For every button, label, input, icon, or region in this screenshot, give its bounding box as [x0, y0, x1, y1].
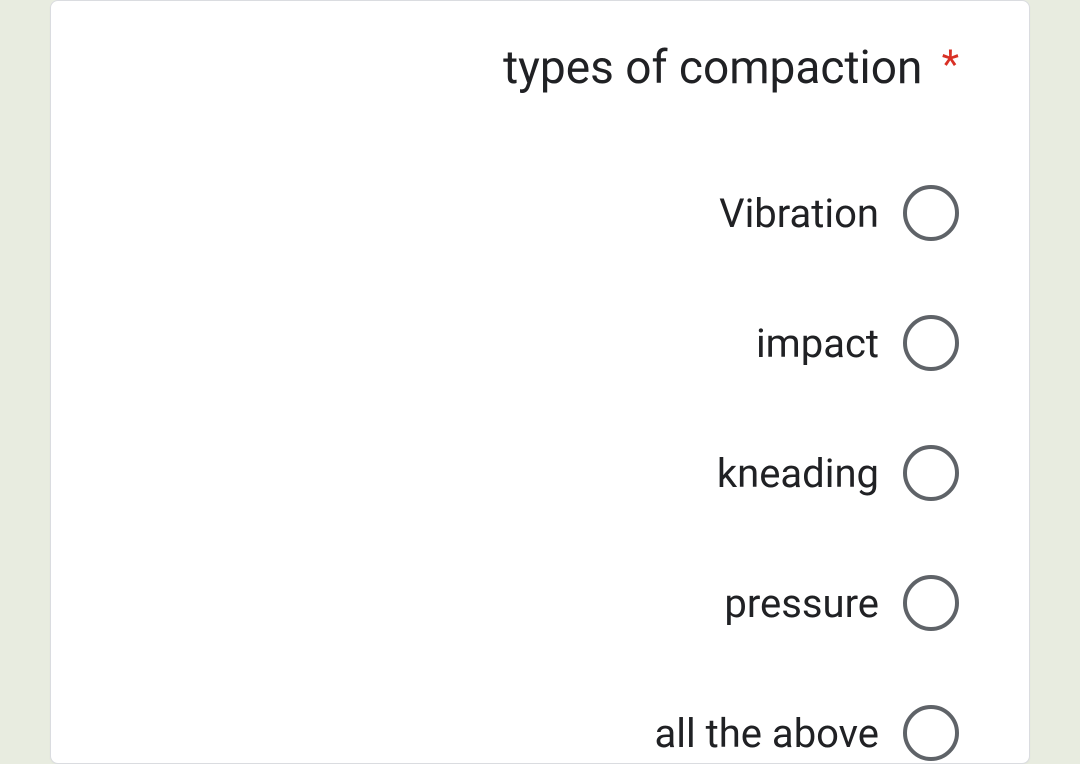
- option-label: kneading: [717, 450, 879, 497]
- option-label: all the above: [655, 710, 879, 757]
- option-row-impact[interactable]: impact: [121, 315, 959, 371]
- option-row-vibration[interactable]: Vibration: [121, 185, 959, 241]
- page-background: * types of compaction Vibration impact k…: [0, 0, 1080, 764]
- question-card: * types of compaction Vibration impact k…: [50, 0, 1030, 764]
- required-asterisk: *: [942, 41, 959, 88]
- option-label: Vibration: [719, 190, 879, 237]
- option-row-pressure[interactable]: pressure: [121, 575, 959, 631]
- radio-button[interactable]: [903, 315, 959, 371]
- radio-button[interactable]: [903, 445, 959, 501]
- question-title: * types of compaction: [121, 41, 959, 95]
- option-label: impact: [756, 320, 879, 367]
- radio-button[interactable]: [903, 575, 959, 631]
- radio-button[interactable]: [903, 705, 959, 761]
- option-row-all-the-above[interactable]: all the above: [121, 705, 959, 761]
- radio-button[interactable]: [903, 185, 959, 241]
- option-row-kneading[interactable]: kneading: [121, 445, 959, 501]
- question-text: types of compaction: [503, 41, 922, 95]
- options-list: Vibration impact kneading pressure all t…: [121, 185, 959, 761]
- option-label: pressure: [724, 580, 879, 627]
